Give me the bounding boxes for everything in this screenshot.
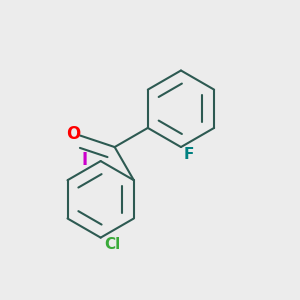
Text: F: F (183, 147, 194, 162)
Text: I: I (81, 151, 88, 169)
Text: O: O (66, 125, 80, 143)
Text: Cl: Cl (104, 238, 121, 253)
